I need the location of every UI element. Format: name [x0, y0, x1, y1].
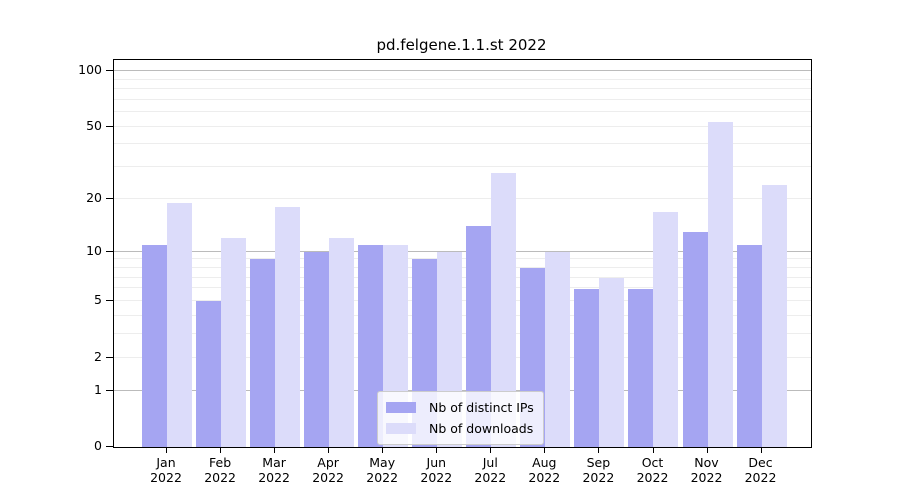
y-tick-mark — [106, 356, 113, 358]
y-tick-mark — [106, 250, 113, 252]
bar-downloads — [221, 238, 247, 447]
y-gridline — [114, 276, 811, 278]
x-tick-mark — [544, 447, 546, 453]
y-tick-label: 10 — [86, 242, 102, 258]
x-tick-mark — [760, 447, 762, 453]
bar-downloads — [761, 184, 787, 447]
legend-label-downloads: Nb of downloads — [429, 421, 534, 436]
x-tick-label: Oct 2022 — [636, 455, 669, 485]
x-tick-mark — [166, 447, 167, 453]
y-gridline — [114, 314, 811, 316]
x-tick-label: Apr 2022 — [312, 455, 344, 485]
bar-downloads — [599, 277, 625, 447]
bar-downloads — [275, 207, 301, 447]
y-tick-mark — [106, 389, 113, 391]
legend-item-downloads: Nb of downloads — [386, 418, 534, 439]
plot-area — [113, 59, 812, 448]
y-tick-mark — [106, 300, 113, 301]
y-gridline — [114, 78, 811, 80]
y-gridline — [114, 87, 811, 89]
y-tick-label: 1 — [94, 381, 102, 397]
x-tick-mark — [598, 447, 600, 453]
y-gridline — [114, 389, 811, 391]
legend-swatch-downloads — [386, 423, 416, 434]
x-tick-label: Nov 2022 — [690, 455, 723, 485]
y-tick-mark — [106, 125, 113, 127]
bar-distinct-ips — [304, 251, 330, 447]
x-tick-mark — [220, 447, 222, 453]
y-tick-label: 20 — [86, 190, 102, 205]
x-tick-label: Feb 2022 — [204, 455, 236, 485]
y-tick-mark — [106, 198, 113, 199]
bar-downloads — [167, 202, 192, 447]
y-gridline — [114, 300, 811, 302]
y-gridline — [114, 111, 811, 113]
x-tick-mark — [436, 447, 438, 453]
x-tick-label: Sep 2022 — [582, 455, 615, 485]
x-tick-label: Jun 2022 — [420, 455, 453, 485]
bar-downloads — [653, 211, 679, 447]
y-tick-mark — [106, 70, 113, 71]
x-tick-mark — [274, 447, 276, 453]
bar-distinct-ips — [142, 244, 167, 447]
bar-downloads — [329, 238, 355, 447]
legend-label-distinct-ips: Nb of distinct IPs — [429, 400, 534, 415]
y-gridline — [114, 98, 811, 100]
x-tick-label: Aug 2022 — [528, 455, 561, 485]
x-tick-label: Mar 2022 — [258, 455, 290, 485]
bar-distinct-ips — [196, 301, 222, 447]
y-gridline — [114, 258, 811, 260]
bar-distinct-ips — [736, 244, 762, 447]
y-tick-label: 50 — [86, 117, 102, 133]
x-tick-label: May 2022 — [366, 455, 399, 485]
x-tick-mark — [490, 447, 492, 453]
y-gridline — [114, 267, 811, 268]
y-tick-label: 0 — [94, 438, 102, 453]
y-gridline — [114, 250, 811, 252]
x-tick-label: Jul 2022 — [474, 455, 507, 485]
bar-distinct-ips — [250, 259, 276, 447]
y-gridline — [114, 166, 811, 168]
bar-downloads — [545, 251, 571, 447]
y-gridline — [114, 70, 811, 71]
legend-swatch-distinct-ips — [386, 402, 416, 413]
y-gridline — [114, 356, 811, 358]
bar-distinct-ips — [682, 232, 708, 447]
y-tick-label: 2 — [94, 348, 102, 364]
x-tick-label: Jan 2022 — [150, 455, 182, 485]
x-tick-mark — [328, 447, 330, 453]
y-tick-mark — [106, 446, 113, 447]
bar-distinct-ips — [574, 288, 600, 447]
legend: Nb of distinct IPs Nb of downloads — [377, 391, 544, 445]
y-gridline — [114, 333, 811, 335]
x-tick-mark — [652, 447, 654, 453]
y-tick-label: 5 — [94, 292, 102, 307]
y-gridline — [114, 287, 811, 289]
x-tick-mark — [706, 447, 708, 453]
y-tick-label: 100 — [78, 62, 102, 77]
bar-downloads — [707, 122, 733, 447]
x-tick-mark — [382, 447, 384, 453]
bar-distinct-ips — [628, 288, 654, 447]
y-gridline — [114, 143, 811, 145]
x-tick-label: Dec 2022 — [744, 455, 777, 485]
y-gridline — [114, 125, 811, 127]
y-gridline — [114, 197, 811, 199]
chart-title: pd.felgene.1.1.st 2022 — [376, 36, 547, 54]
legend-item-distinct-ips: Nb of distinct IPs — [386, 397, 534, 418]
